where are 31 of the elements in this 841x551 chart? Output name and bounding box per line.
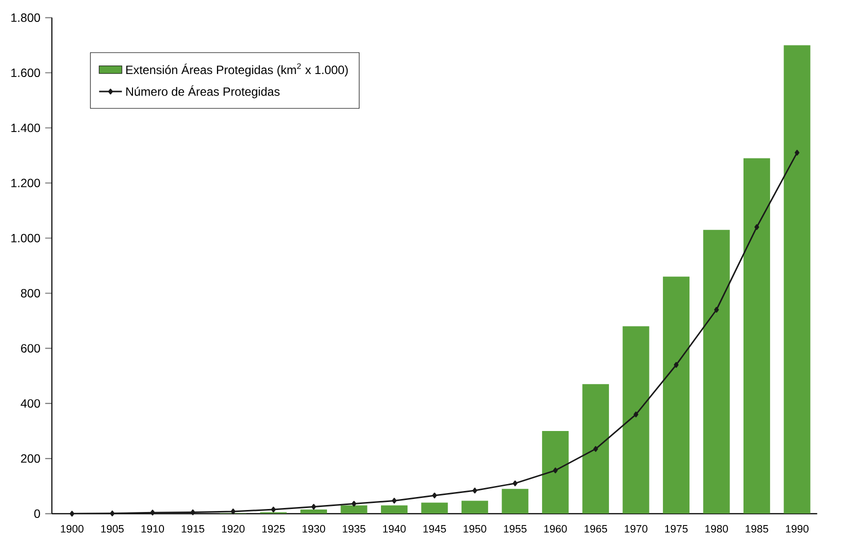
y-tick-label: 1.200 [11,178,40,188]
x-tick-label: 1905 [101,525,124,533]
legend-label: Extensión Áreas Protegidas (km$^{2}$ x 1.000) [126,63,348,76]
y-tick-label: 400 [20,399,40,408]
legend-label: Número de Áreas Protegidas [126,85,280,98]
y-tick-label: 0 [34,509,40,518]
x-tick-label: 1940 [383,525,406,533]
x-tick-label: 1980 [705,525,728,533]
x-tick-label: 1935 [342,525,366,533]
x-tick-label: 1975 [665,525,688,533]
x-tick-label: 1925 [262,525,285,533]
x-tick-label: 1955 [504,525,526,533]
x-tick-label: 1900 [60,525,84,533]
x-tick-label: 1930 [302,525,326,533]
y-tick-label: 800 [20,288,40,298]
x-tick-label: 1920 [222,525,245,533]
x-tick-label: 1915 [182,525,204,533]
y-tick-label: 600 [21,344,40,353]
x-tick-label: 1910 [142,525,164,533]
x-tick-label: 1945 [423,525,446,533]
y-tick-label: 1.800 [11,13,40,22]
x-tick-label: 1990 [786,525,809,533]
y-tick-label: 200 [21,454,40,463]
x-tick-label: 1970 [624,525,648,533]
y-tick-label: 1.600 [11,68,40,78]
x-tick-label: 1960 [544,525,567,533]
x-tick-label: 1985 [746,525,768,533]
y-tick-label: 1.400 [11,124,40,132]
x-tick-label: 1965 [584,525,608,533]
y-tick-label: 1.000 [11,234,40,242]
x-tick-label: 1950 [464,525,486,533]
